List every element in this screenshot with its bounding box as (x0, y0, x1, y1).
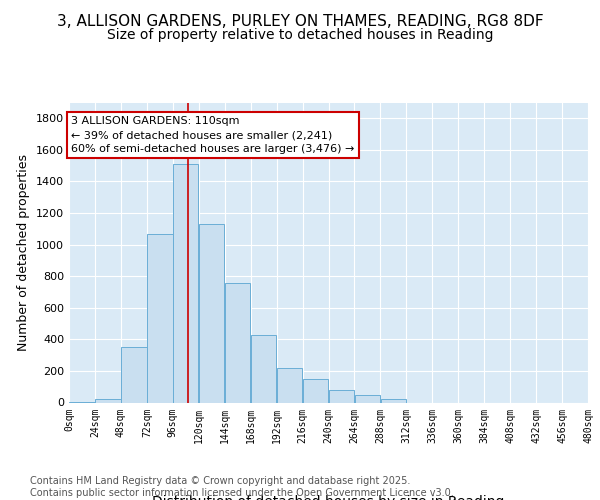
Bar (95, 400, 121, 402)
Y-axis label: Number of detached properties: Number of detached properties (17, 154, 31, 351)
Bar (147, 234, 173, 402)
X-axis label: Distribution of detached houses by size in Reading: Distribution of detached houses by size … (152, 496, 505, 500)
Bar (277, 368, 302, 402)
Text: Contains HM Land Registry data © Crown copyright and database right 2025.
Contai: Contains HM Land Registry data © Crown c… (30, 476, 454, 498)
Bar (173, 164, 199, 402)
Bar (303, 379, 328, 402)
Text: Size of property relative to detached houses in Reading: Size of property relative to detached ho… (107, 28, 493, 42)
Bar (199, 224, 224, 402)
Text: 3, ALLISON GARDENS, PURLEY ON THAMES, READING, RG8 8DF: 3, ALLISON GARDENS, PURLEY ON THAMES, RE… (56, 14, 544, 29)
Bar (380, 400, 406, 402)
Bar (355, 394, 380, 402)
Bar (329, 390, 354, 402)
Bar (251, 334, 277, 402)
Bar (225, 282, 250, 403)
Bar (121, 347, 146, 403)
Text: 3 ALLISON GARDENS: 110sqm
← 39% of detached houses are smaller (2,241)
60% of se: 3 ALLISON GARDENS: 110sqm ← 39% of detac… (71, 116, 355, 154)
